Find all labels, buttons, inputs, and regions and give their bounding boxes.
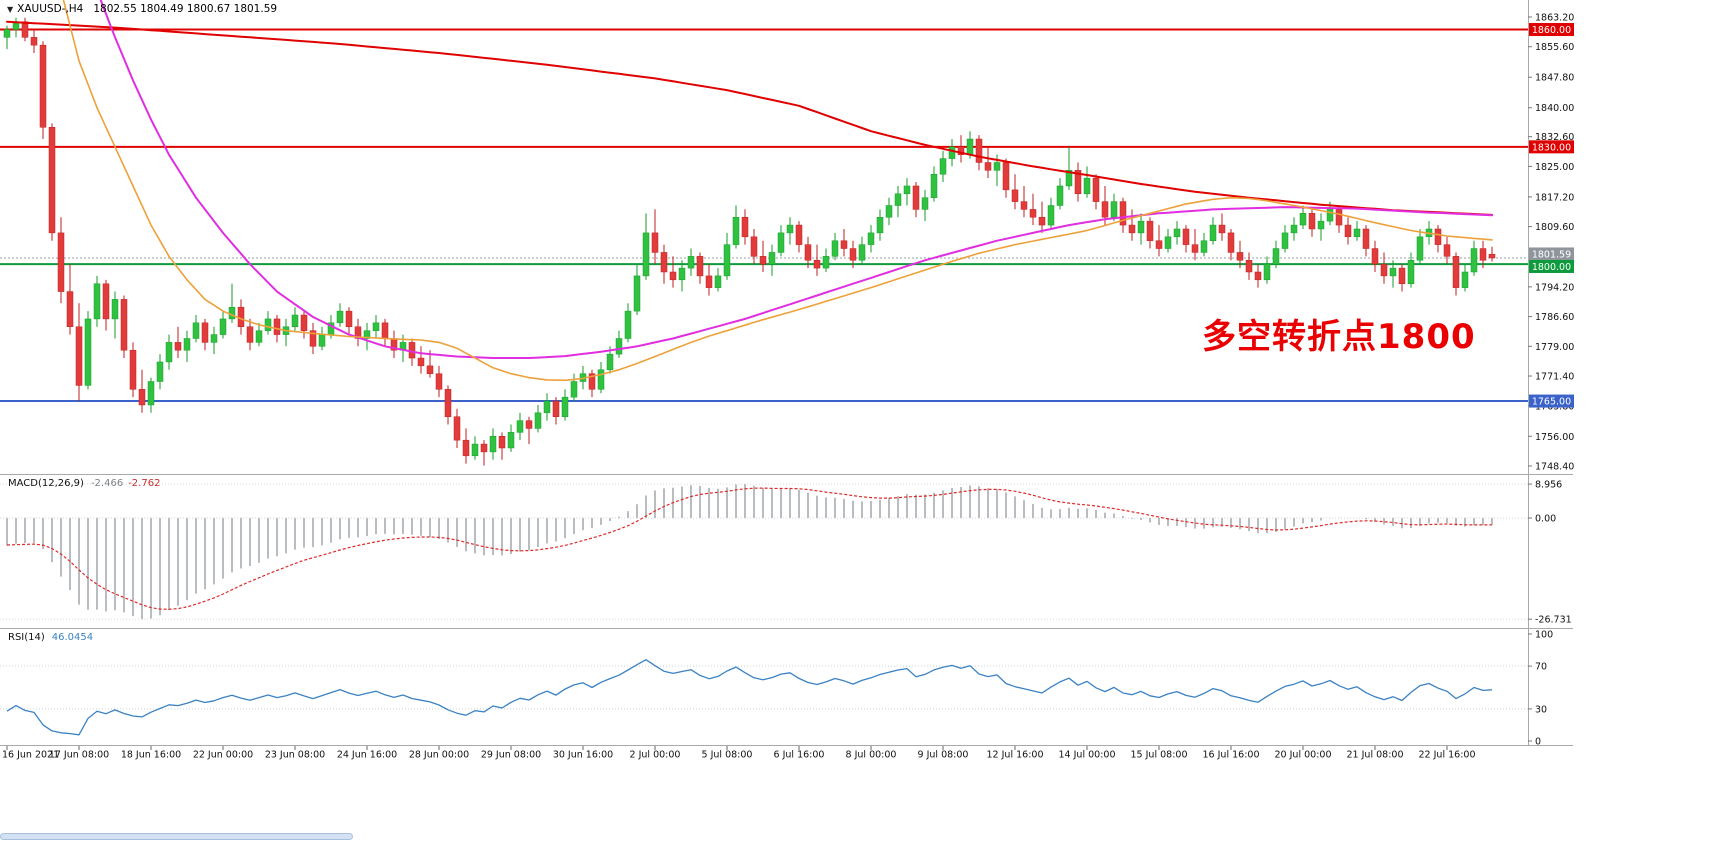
time-label: 5 Jul 08:00	[702, 750, 753, 761]
price-box-1860.00-text: 1860.00	[1532, 25, 1571, 36]
time-label: 9 Jul 08:00	[918, 750, 969, 761]
time-label: 21 Jul 08:00	[1347, 750, 1404, 761]
price-box-1830.00	[1529, 140, 1574, 154]
price-tick-label: 1840.00	[1535, 103, 1574, 114]
macd-name: MACD(12,26,9)	[8, 478, 84, 489]
rsi-scale-label: 30	[1535, 704, 1547, 715]
price-tick-label: 1809.60	[1535, 222, 1574, 233]
chinese-annotation: 多空转折点1800	[1202, 317, 1476, 357]
price-tick-label: 1779.00	[1535, 342, 1574, 353]
macd-scale-label: -26.731	[1535, 615, 1572, 626]
price-box-1765.00-text: 1765.00	[1532, 397, 1571, 408]
time-label: 20 Jul 00:00	[1275, 750, 1332, 761]
macd-scale-label: 8.956	[1535, 480, 1562, 491]
macd-value-signal: -2.762	[128, 478, 161, 489]
macd-indicator-label: MACD(12,26,9) -2.466 -2.762	[8, 478, 160, 489]
current-price-box-text: 1801.59	[1532, 249, 1571, 260]
rsi-scale-label: 70	[1535, 662, 1547, 673]
ohlc-values: 1802.55 1804.49 1800.67 1801.59	[93, 3, 278, 15]
rsi-line	[6, 659, 1493, 736]
time-label: 30 Jun 16:00	[553, 750, 613, 761]
time-label: 14 Jul 00:00	[1059, 750, 1116, 761]
collapse-arrow-icon[interactable]: ▼	[7, 5, 14, 14]
macd-panel[interactable]	[0, 483, 1528, 620]
rsi-scale-label: 100	[1535, 630, 1553, 641]
time-label: 23 Jun 08:00	[265, 750, 325, 761]
time-label: 16 Jul 16:00	[1203, 750, 1260, 761]
price-box-1830.00-text: 1830.00	[1532, 142, 1571, 153]
time-label: 15 Jul 08:00	[1131, 750, 1188, 761]
time-label: 22 Jul 16:00	[1419, 750, 1476, 761]
ma-fast-orange	[62, 0, 1493, 382]
time-label: 28 Jun 00:00	[409, 750, 469, 761]
price-box-1765.00	[1529, 394, 1574, 408]
symbol-period-label: XAUUSD-,H4	[17, 3, 84, 15]
time-label: 2 Jul 00:00	[630, 750, 681, 761]
time-label: 17 Jun 08:00	[49, 750, 109, 761]
time-label: 24 Jun 16:00	[337, 750, 397, 761]
time-label: 8 Jul 00:00	[846, 750, 897, 761]
macd-value-main: -2.466	[90, 478, 124, 489]
price-tick-label: 1786.60	[1535, 312, 1574, 323]
macd-scale-label: 0.00	[1535, 514, 1556, 525]
time-label: 22 Jun 00:00	[193, 750, 253, 761]
ma-mid-magenta	[99, 0, 1493, 359]
main-price-panel[interactable]	[0, 0, 1528, 466]
price-tick-label: 1847.80	[1535, 73, 1574, 84]
price-tick-label: 1825.00	[1535, 162, 1574, 173]
time-label: 16 Jun 2021	[2, 750, 59, 761]
macd-signal-line	[6, 487, 1492, 610]
price-tick-label: 1855.60	[1535, 42, 1574, 53]
price-tick-label: 1756.00	[1535, 432, 1574, 443]
price-tick-label: 1832.60	[1535, 132, 1574, 143]
ma-slow-red	[6, 20, 1493, 216]
price-axis[interactable]: 1863.20 1855.60 1847.80 1840.00 1832.60 1825.…	[1528, 0, 1574, 748]
price-tick-label: 1817.20	[1535, 192, 1574, 203]
rsi-indicator-label: RSI(14) 46.0454	[8, 632, 93, 643]
price-tick-label: 1771.40	[1535, 372, 1574, 383]
macd-histogram	[6, 484, 1493, 620]
rsi-scale-label: 0	[1535, 737, 1541, 748]
chart-title: ▼ XAUUSD-,H4 1802.55 1804.49 1800.67 1801.…	[7, 3, 277, 15]
candles-layer	[3, 17, 1496, 466]
rsi-panel[interactable]	[0, 659, 1528, 736]
time-label: 29 Jun 08:00	[481, 750, 541, 761]
rsi-name: RSI(14)	[8, 632, 45, 643]
price-tick-label: 1863.20	[1535, 13, 1574, 24]
price-box-1800.00-text: 1800.00	[1532, 262, 1571, 273]
price-box-1800.00	[1529, 259, 1574, 273]
price-box-1860.00	[1529, 23, 1574, 37]
price-tick-label: 1794.20	[1535, 282, 1574, 293]
price-tick-label: 1748.40	[1535, 461, 1574, 472]
horizontal-scrollbar[interactable]	[0, 833, 353, 840]
time-label: 6 Jul 16:00	[774, 750, 825, 761]
rsi-value: 46.0454	[51, 632, 94, 643]
time-label: 12 Jul 16:00	[987, 750, 1044, 761]
current-price-box	[1529, 247, 1574, 261]
time-label: 18 Jun 16:00	[121, 750, 181, 761]
